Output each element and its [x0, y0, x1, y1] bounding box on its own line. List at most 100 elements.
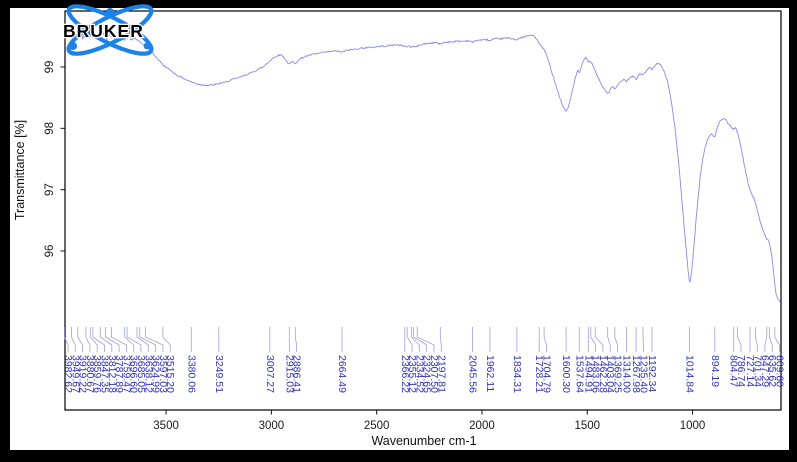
y-axis-title: Transmittance [%] [13, 120, 27, 220]
peak-leader-line [99, 327, 113, 352]
peak-leader-line [85, 327, 91, 352]
peak-label: 3847.35 [99, 355, 111, 393]
peak-leader-line [614, 327, 618, 352]
peak-leader-line [590, 327, 596, 352]
peak-label: 3812.18 [106, 355, 118, 393]
x-tick-label: 3000 [259, 420, 285, 432]
peak-label: 3696.60 [128, 355, 140, 393]
bruker-logo: BRUKER [62, 4, 154, 56]
peak-label: 2366.22 [399, 355, 411, 393]
peak-label: 1962.11 [484, 355, 496, 392]
peak-label: 2045.56 [466, 355, 478, 393]
peak-label: 647.29 [759, 355, 771, 387]
spectrum-curve [64, 29, 781, 303]
peak-label: 1014.84 [683, 355, 695, 393]
plot-background [10, 8, 789, 450]
peak-label: 1834.31 [511, 355, 523, 393]
peak-leader-line [77, 327, 83, 352]
peak-label: 635.62 [766, 355, 778, 387]
peak-leader-line [126, 327, 142, 352]
peak-label: 3380.06 [185, 355, 197, 393]
x-axis-title: Wavenumber cm-1 [371, 434, 476, 448]
peak-label: 1235.40 [637, 355, 649, 393]
peak-leader-line [413, 327, 428, 352]
peak-leader-line [139, 327, 156, 352]
peak-leader-line [594, 327, 604, 352]
peak-leader-line [411, 327, 420, 352]
peak-label: 1314.00 [620, 355, 632, 393]
peak-label: 894.19 [709, 355, 721, 387]
peak-label: 1267.98 [630, 355, 642, 393]
peak-leader-line [774, 327, 780, 352]
peak-label: 2355.12 [406, 355, 418, 393]
peak-leader-line [439, 327, 442, 352]
peak-label: 727.14 [744, 355, 756, 387]
peak-leader-line [294, 327, 297, 352]
peak-leader-line [764, 327, 768, 352]
peak-label: 3787.89 [113, 355, 125, 393]
peak-label: 3919.22 [77, 355, 89, 393]
peak-leader-line [71, 327, 76, 352]
plot-frame [64, 10, 782, 411]
transmittance-trace [64, 29, 781, 303]
atom-orbits-icon [66, 4, 154, 56]
peak-label: 2324.65 [421, 355, 433, 393]
peak-leader-line [92, 327, 105, 352]
peak-label: 3624.99 [150, 355, 162, 393]
peak-leader-line [105, 327, 120, 352]
peak-label: 3685.05 [135, 355, 147, 393]
peak-label: 3982.62 [62, 355, 74, 393]
peak-label: 2664.49 [336, 355, 348, 393]
peak-annotations: 3982.623949.673919.223880.673859.763847.… [62, 327, 786, 393]
peak-leader-line [64, 327, 69, 352]
peak-leader-line [406, 327, 413, 352]
peak-leader-line [89, 327, 98, 352]
peak-leader-line [755, 327, 758, 352]
peak-label: 1462.28 [597, 355, 609, 393]
peak-leader-line [416, 327, 435, 352]
peak-label: 3597.03 [157, 355, 169, 393]
electron-dot [143, 42, 151, 50]
peak-label: 2886.41 [291, 355, 303, 393]
peak-label: 1403.04 [604, 355, 616, 393]
peak-leader-line [737, 327, 742, 352]
peak-label: 1494.91 [582, 355, 594, 393]
y-tick-label: 99 [44, 61, 56, 74]
peak-label: 701.34 [751, 355, 763, 387]
peak-leader-line [124, 327, 135, 352]
x-tick-label: 3500 [153, 420, 179, 432]
peak-label: 1704.79 [541, 355, 553, 393]
x-tick-label: 1500 [574, 420, 600, 432]
peak-leader-line [111, 327, 127, 352]
peak-label: 3949.67 [69, 355, 81, 393]
y-tick-label: 98 [44, 122, 56, 135]
peak-label: 2197.81 [435, 355, 447, 393]
axes: 3500 3000 2500 2000 1500 1000 99 98 97 96 [44, 10, 782, 432]
peak-label: 609.60 [774, 355, 786, 387]
bruker-logo-text: BRUKER [63, 21, 144, 41]
y-tick-label: 96 [44, 245, 56, 258]
peak-label: 3249.51 [213, 355, 225, 393]
peak-label: 786.74 [735, 355, 747, 387]
peak-leader-line [543, 327, 547, 352]
peak-leader-line [607, 327, 611, 352]
peak-label: 3638.12 [142, 355, 154, 393]
peak-label: 1600.30 [560, 355, 572, 393]
peak-label: 3880.67 [84, 355, 96, 393]
y-tick-label: 97 [44, 183, 56, 196]
peak-label: 1483.06 [590, 355, 602, 393]
peak-label: 2334.52 [413, 355, 425, 393]
peak-label: 2307.50 [428, 355, 440, 393]
peak-label: 804.47 [728, 355, 740, 387]
peak-label: 1369.25 [612, 355, 624, 393]
peak-label: 3515.20 [164, 355, 176, 393]
peak-label: 1728.21 [533, 355, 545, 393]
peak-label: 3759.47 [120, 355, 132, 393]
peak-label: 1192.34 [646, 355, 658, 392]
x-tick-label: 1000 [680, 420, 706, 432]
electron-dot [106, 8, 114, 16]
peak-label: 2915.03 [283, 355, 295, 393]
peak-label: 3007.27 [264, 355, 276, 393]
